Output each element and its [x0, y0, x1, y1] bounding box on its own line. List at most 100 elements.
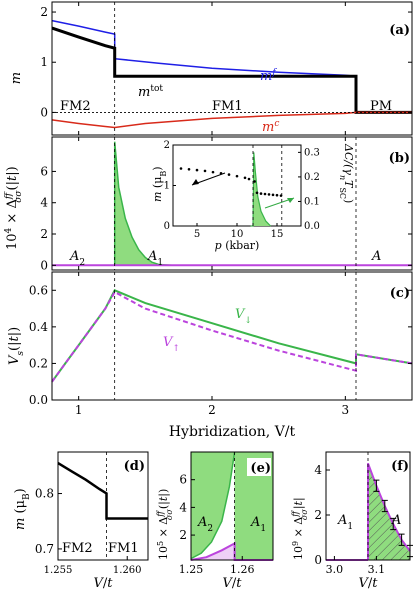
panel-c-label: (c): [390, 286, 410, 301]
x-axis-label: Hybridization, V/t: [169, 424, 296, 440]
panel-c-xtick-label: 1: [75, 403, 83, 417]
area-a1-low: [191, 543, 235, 560]
panel-a-ytick-label: 0: [40, 105, 48, 119]
inset-m-point: [247, 177, 251, 181]
series-line-a2: [190, 451, 236, 560]
series-line-v-up: [51, 290, 413, 383]
inset-y2tick-label: 0.3: [304, 147, 320, 158]
inset-y2tick-label: 0.1: [304, 196, 320, 207]
panel-f-xtick-label: 3.0: [326, 563, 344, 576]
panel-c-ytick-label: 0.0: [29, 393, 48, 407]
inset-m-point: [255, 191, 259, 195]
inset-y2tick-label: 0.2: [304, 172, 320, 183]
panel-f-xtick-label: 3.1: [368, 563, 386, 576]
panel-b-ytick-label: 6: [40, 164, 48, 178]
inset-xtick-label: 10: [231, 229, 244, 240]
panel-f-ytick-label: 0: [314, 553, 322, 567]
panel-e-label: (e): [250, 461, 271, 476]
panel-f-ytick-label: 2: [314, 508, 322, 522]
region-label-a2: A2: [197, 515, 213, 534]
panel-d-xtick-label: 1.255: [44, 565, 73, 576]
panel-a-ytick-label: 2: [40, 5, 48, 19]
panel-e-ytick-label: 6: [179, 473, 187, 487]
inset-ytick-label: 1: [164, 181, 170, 192]
panel-d-frame: [57, 451, 149, 561]
inset-y2tick-label: 0.0: [304, 221, 320, 232]
inset-m-point: [235, 174, 239, 178]
legend-v-down: V↓: [235, 307, 252, 326]
panel-f-ylabel: 109 × Δffσσ|t|: [291, 497, 309, 560]
gap-area: [114, 141, 172, 266]
panel-e-frame: [190, 451, 274, 561]
inset-m-point: [267, 193, 271, 196]
panel-c-ytick-label: 0.4: [29, 320, 48, 334]
panel-e-xlabel: V/t: [222, 576, 242, 591]
inset-m-point: [275, 193, 279, 197]
panel-f-xlabel: V/t: [358, 576, 378, 591]
series-line-m-c: [51, 111, 412, 129]
legend-v-up: V↑: [163, 335, 180, 354]
panel-e-xtick-label: 1.26: [230, 563, 255, 576]
panel-d-ylabel: m (μB): [13, 488, 32, 530]
panel-c-xtick-label: 2: [208, 403, 216, 417]
panel-d-xtick-label: 1.260: [113, 565, 142, 576]
panel-e-ytick-label: 2: [179, 528, 187, 542]
panel-c-ytick-label: 0.2: [29, 356, 48, 370]
region-label-a: A: [371, 249, 381, 264]
panel-e-xtick-label: 1.25: [179, 563, 204, 576]
region-label-a: A: [391, 513, 401, 528]
legend-mf: mf: [260, 68, 277, 84]
inset-xtick-label: 5: [194, 229, 200, 240]
panel-c-xtick-label: 3: [342, 403, 350, 417]
panel-d-ytick-label: 0.7: [35, 542, 54, 556]
panel-d-ytick-label: 0.8: [35, 487, 54, 501]
panel-f-ytick-label: 4: [314, 463, 322, 477]
area-a: [368, 463, 410, 560]
inset-m-point: [211, 170, 215, 174]
legend-mtot: mtot: [138, 84, 163, 100]
region-label-a2: A2: [69, 249, 85, 268]
legend-mc: mc: [262, 119, 279, 135]
inset-y2label: ΔC/(γnTSC): [339, 143, 356, 203]
panel-e-ytick-label: 4: [179, 500, 187, 514]
inset-m-point: [227, 173, 231, 176]
panel-c-ylabel: Vs(|t|): [7, 327, 26, 365]
inset-ytick-label: 0: [164, 221, 170, 232]
panel-b-label: (b): [389, 151, 410, 166]
inset-m-point: [271, 193, 275, 197]
panel-e-label-bg: [247, 458, 271, 476]
panel-a-frame: [51, 1, 413, 136]
panel-b-ytick-label: 0: [40, 258, 48, 272]
inset-ylabel: m (μB): [151, 166, 168, 202]
phase-label-fm2: FM2: [60, 99, 91, 114]
phase-label-fm1: FM1: [212, 99, 243, 114]
panel-b-ytick-label: 2: [40, 227, 48, 241]
inset-m-point: [179, 167, 183, 170]
inset-m-point: [259, 192, 263, 195]
inset-m-point: [243, 176, 247, 180]
region-label-a1: A1: [250, 515, 266, 534]
inset-m-point: [195, 168, 199, 172]
region-label-a1: A1: [147, 249, 163, 268]
panel-b-ytick-label: 4: [40, 196, 48, 210]
panel-f-label: (f): [391, 459, 409, 474]
inset-ytick-label: 2: [164, 140, 170, 151]
gap-line: [113, 141, 173, 267]
panel-c-frame: [51, 271, 413, 401]
inset-xtick-label: 15: [271, 229, 284, 240]
inset-m-point: [253, 180, 256, 183]
panel-a-ylabel: m: [9, 72, 24, 84]
panel-b-ylabel: 104 × Δffσσ(|t|): [4, 166, 24, 250]
area-a2-mask: [191, 452, 235, 560]
panel-b-frame: [51, 136, 413, 271]
phase-label-fm1: FM1: [108, 541, 139, 556]
inset-m-point: [263, 192, 267, 196]
inset-dC-area: [250, 152, 271, 226]
panel-a-label: (a): [389, 23, 410, 38]
panel-c-ytick-label: 0.6: [29, 283, 48, 297]
panel-d-xlabel: V/t: [93, 576, 113, 591]
inset-arrow-right-head: [287, 198, 294, 203]
phase-label-fm2: FM2: [62, 541, 93, 556]
inset-arrow-left-head: [192, 179, 199, 185]
phase-label-pm: PM: [370, 99, 392, 114]
